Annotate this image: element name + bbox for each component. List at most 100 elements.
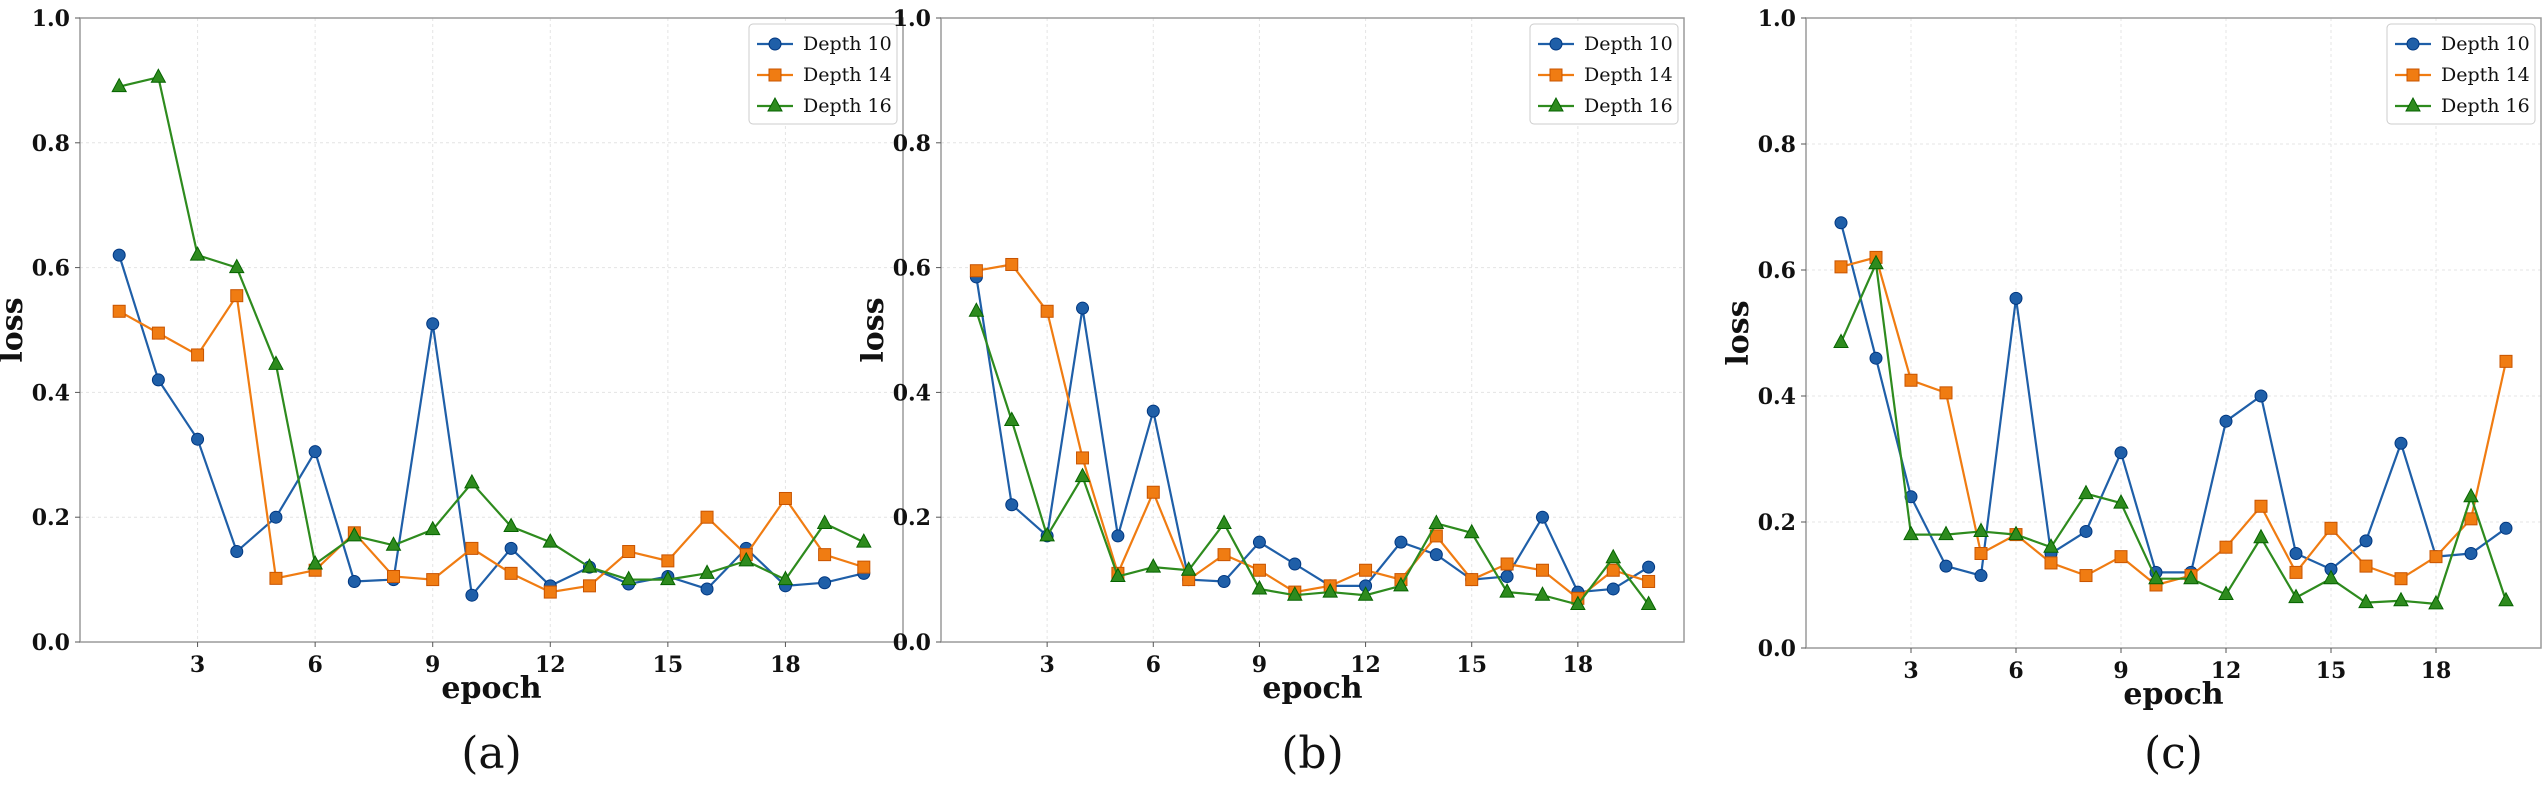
data-point-square xyxy=(969,264,983,278)
data-point-triangle xyxy=(307,554,323,570)
y-tick-label: 0.2 xyxy=(893,505,931,531)
series-line xyxy=(976,263,1649,600)
legend: Depth 10 Depth 14 Depth 16 xyxy=(748,23,898,125)
data-point-triangle xyxy=(228,258,245,274)
data-point-square xyxy=(1904,373,1918,387)
y-tick-label: 0.2 xyxy=(1758,510,1796,536)
data-point-triangle xyxy=(1938,525,1954,541)
data-point-circle xyxy=(1394,535,1408,549)
x-tick-label: 15 xyxy=(1456,652,1487,678)
data-point-square xyxy=(1642,574,1656,588)
y-tick-label: 0.8 xyxy=(893,131,931,157)
x-tick-label: 12 xyxy=(535,652,566,678)
data-point-triangle xyxy=(1393,576,1409,592)
y-tick-label: 0.4 xyxy=(1758,384,1796,410)
data-point-triangle xyxy=(1570,595,1586,611)
legend-item: Depth 10 xyxy=(2395,33,2530,55)
series-depth-16 xyxy=(968,302,1657,611)
data-point-square xyxy=(1359,563,1373,577)
data-point-circle xyxy=(1904,490,1918,504)
series-depth-10 xyxy=(112,248,871,602)
data-point-square xyxy=(191,348,205,362)
panel-label: (a) xyxy=(461,728,522,779)
data-point-triangle xyxy=(1357,586,1374,601)
data-point-circle xyxy=(2359,534,2373,548)
data-point-triangle xyxy=(1074,467,1091,483)
data-point-square xyxy=(778,491,792,505)
legend-item: Depth 16 xyxy=(757,95,892,117)
plot-frame xyxy=(1805,17,2542,649)
data-point-triangle xyxy=(2183,569,2199,585)
legend-marker-square xyxy=(2406,68,2420,82)
data-point-circle xyxy=(1217,574,1231,588)
series-depth-10 xyxy=(969,270,1656,599)
data-point-circle xyxy=(2219,414,2233,428)
plot-frame xyxy=(79,17,904,643)
y-tick-label: 0.6 xyxy=(32,256,70,282)
data-point-circle xyxy=(1606,582,1620,596)
x-tick-label: 12 xyxy=(2211,658,2242,684)
legend: Depth 10 Depth 14 Depth 16 xyxy=(2386,23,2536,125)
panel-label: (b) xyxy=(1281,728,1344,779)
data-point-square xyxy=(857,560,871,574)
legend-item: Depth 16 xyxy=(1538,95,1673,117)
data-point-triangle xyxy=(1322,583,1339,598)
plot-frame xyxy=(940,17,1685,643)
data-point-triangle xyxy=(2428,594,2444,610)
x-tick-label: 18 xyxy=(2421,658,2452,684)
data-point-triangle xyxy=(2113,494,2129,509)
legend-marker-triangle xyxy=(1548,96,1564,112)
data-point-triangle xyxy=(2288,588,2304,604)
panel-label: (c) xyxy=(2144,728,2203,779)
legend-marker-square xyxy=(768,68,782,82)
data-point-circle xyxy=(1869,351,1883,365)
legend-item: Depth 14 xyxy=(1538,64,1673,86)
data-point-square xyxy=(1076,451,1090,465)
data-point-triangle xyxy=(189,246,206,261)
legend-box xyxy=(748,23,898,125)
legend-item: Depth 14 xyxy=(757,64,892,86)
data-point-square xyxy=(1040,304,1054,318)
x-axis-title: epoch xyxy=(441,671,541,706)
data-point-triangle xyxy=(2358,593,2374,609)
data-point-circle xyxy=(1252,535,1266,549)
data-point-triangle xyxy=(111,77,128,93)
legend-marker-circle xyxy=(2406,37,2420,51)
y-tick-label: 0.2 xyxy=(32,505,70,531)
data-point-triangle xyxy=(777,570,794,586)
data-point-circle xyxy=(504,541,518,555)
legend-marker-triangle xyxy=(2405,96,2421,112)
data-point-triangle xyxy=(699,564,715,579)
y-tick-label: 0.8 xyxy=(32,131,70,157)
legend: Depth 10 Depth 14 Depth 16 xyxy=(1529,23,1679,125)
y-tick-label: 1.0 xyxy=(32,6,70,32)
y-tick-label: 0.8 xyxy=(1758,132,1796,158)
x-tick-label: 18 xyxy=(1563,652,1594,678)
data-point-circle xyxy=(1146,404,1160,418)
data-point-triangle xyxy=(464,473,480,489)
legend-box xyxy=(1529,23,1679,125)
data-point-square xyxy=(2114,550,2128,564)
data-point-circle xyxy=(2499,521,2513,535)
data-point-square xyxy=(1146,485,1160,499)
data-point-square xyxy=(1834,260,1848,274)
data-point-triangle xyxy=(660,570,676,586)
data-point-triangle xyxy=(1428,514,1445,529)
y-tick-label: 0.4 xyxy=(32,380,70,406)
data-point-circle xyxy=(230,545,244,559)
data-point-triangle xyxy=(2323,569,2339,585)
data-point-triangle xyxy=(1463,523,1480,539)
data-point-circle xyxy=(308,445,322,459)
data-point-triangle xyxy=(268,355,284,370)
data-point-triangle xyxy=(2148,569,2164,585)
data-point-circle xyxy=(1642,560,1656,574)
data-point-square xyxy=(2219,540,2233,554)
x-tick-label: 9 xyxy=(425,652,440,678)
x-tick-label: 15 xyxy=(2316,658,2347,684)
data-point-triangle xyxy=(1534,586,1551,601)
data-point-triangle xyxy=(2078,484,2094,500)
x-tick-label: 18 xyxy=(770,652,801,678)
data-point-square xyxy=(426,573,440,587)
y-axis-title: loss xyxy=(0,297,30,362)
data-point-circle xyxy=(1974,569,1988,583)
